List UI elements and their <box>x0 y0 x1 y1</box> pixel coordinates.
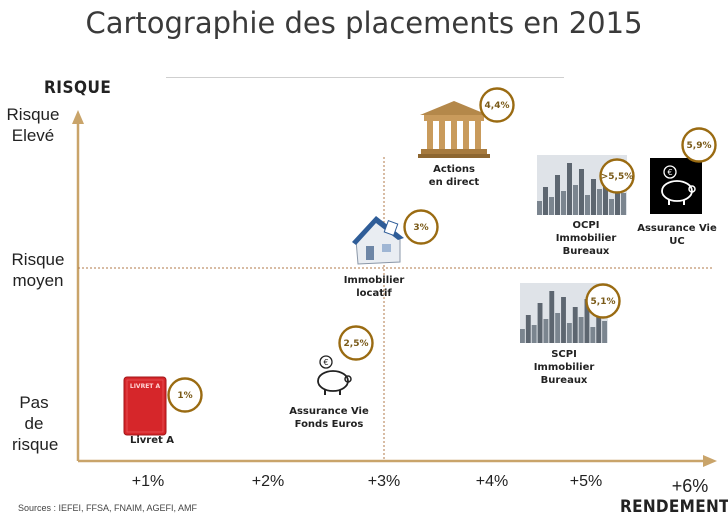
point-label-ocpi-immobilier-bureaux-0: OCPI <box>573 220 600 231</box>
data-points: LIVRET A Livret A 1% € Assurance Vie Fonds Eu… <box>123 87 717 446</box>
x-tick-label-5: +5% <box>569 473 603 490</box>
y-level-label-none: Pas de risque <box>12 393 59 454</box>
x-tick-label-2: +2% <box>251 473 285 490</box>
data-point-ocpi-immobilier-bureaux: OCPI Immobilier Bureaux >5,5% <box>537 155 635 257</box>
sources-note: Sources : IEFEI, FFSA, FNAIM, AGEFI, AMF <box>18 503 198 513</box>
value-badge-assurance-vie-uc: 5,9% <box>681 127 717 163</box>
data-point-assurance-vie-uc: € Assurance Vie UC 5,9% <box>637 127 717 247</box>
value-badge-immobilier-locatif: 3% <box>403 209 439 245</box>
point-label-ocpi-immobilier-bureaux-1: Immobilier <box>556 233 617 244</box>
x-axis-arrow <box>703 455 717 467</box>
point-label-actions-en-direct-0: Actions <box>433 164 475 175</box>
value-badge-assurance-vie-fonds-euros: 2,5% <box>338 325 374 361</box>
y-level-label-high: Risque Elevé <box>6 105 60 145</box>
point-label-scpi-immobilier-bureaux-1: Immobilier <box>534 362 595 373</box>
point-label-scpi-immobilier-bureaux-0: SCPI <box>551 349 577 360</box>
svg-text:LIVRET A: LIVRET A <box>130 383 161 390</box>
title-underline <box>166 77 564 78</box>
x-tick-label-3: +3% <box>367 473 401 490</box>
x-tick-label-1: +1% <box>131 473 165 490</box>
y-axis-title: RISQUE <box>44 78 112 98</box>
chart-title: Cartographie des placements en 2015 <box>85 6 643 40</box>
badge-text-assurance-vie-uc: 5,9% <box>687 141 712 151</box>
badge-text-immobilier-locatif: 3% <box>413 223 428 233</box>
badge-text-ocpi-immobilier-bureaux: >5,5% <box>601 172 634 182</box>
data-point-assurance-vie-fonds-euros: € Assurance Vie Fonds Euros 2,5% <box>289 325 374 430</box>
value-badge-scpi-immobilier-bureaux: 5,1% <box>585 283 621 319</box>
point-label-assurance-vie-uc-0: Assurance Vie <box>637 223 717 234</box>
x-tick-label-6: +6% <box>671 476 709 496</box>
badge-text-assurance-vie-fonds-euros: 2,5% <box>344 339 369 349</box>
value-badge-ocpi-immobilier-bureaux: >5,5% <box>599 158 635 194</box>
reference-lines <box>78 157 712 461</box>
badge-text-actions-en-direct: 4,4% <box>485 101 510 111</box>
badge-text-scpi-immobilier-bureaux: 5,1% <box>591 297 616 307</box>
house-icon <box>352 216 404 265</box>
y-level-label-medium: Risque moyen <box>11 250 65 290</box>
data-point-livret-a: LIVRET A Livret A 1% <box>123 376 203 446</box>
point-label-ocpi-immobilier-bureaux-2: Bureaux <box>563 246 610 257</box>
point-label-immobilier-locatif-0: Immobilier <box>344 275 405 286</box>
point-label-actions-en-direct-1: en direct <box>429 177 480 188</box>
passbook-icon: LIVRET A <box>123 376 167 436</box>
badge-text-livret-a: 1% <box>177 391 192 401</box>
point-label-scpi-immobilier-bureaux-2: Bureaux <box>541 375 588 386</box>
stock-exchange-icon <box>418 101 490 158</box>
point-label-assurance-vie-fonds-euros-0: Assurance Vie <box>289 406 369 417</box>
y-axis-arrow <box>72 110 84 124</box>
data-point-scpi-immobilier-bureaux: SCPI Immobilier Bureaux 5,1% <box>520 283 621 386</box>
axes <box>72 110 717 467</box>
x-axis-title: RENDEMENT <box>620 497 728 517</box>
svg-text:€: € <box>323 358 328 367</box>
data-point-actions-en-direct: Actions en direct 4,4% <box>418 87 515 188</box>
value-badge-livret-a: 1% <box>167 377 203 413</box>
data-point-immobilier-locatif: Immobilier locatif 3% <box>344 209 439 299</box>
piggy-bank-icon: € <box>650 158 702 214</box>
point-label-immobilier-locatif-1: locatif <box>356 288 392 299</box>
x-tick-label-4: +4% <box>475 473 509 490</box>
svg-text:€: € <box>667 168 672 177</box>
piggy-bank-icon: € <box>317 355 352 395</box>
point-label-assurance-vie-fonds-euros-1: Fonds Euros <box>295 419 364 430</box>
point-label-livret-a-0: Livret A <box>130 435 174 446</box>
value-badge-actions-en-direct: 4,4% <box>479 87 515 123</box>
point-label-assurance-vie-uc-1: UC <box>669 236 684 247</box>
